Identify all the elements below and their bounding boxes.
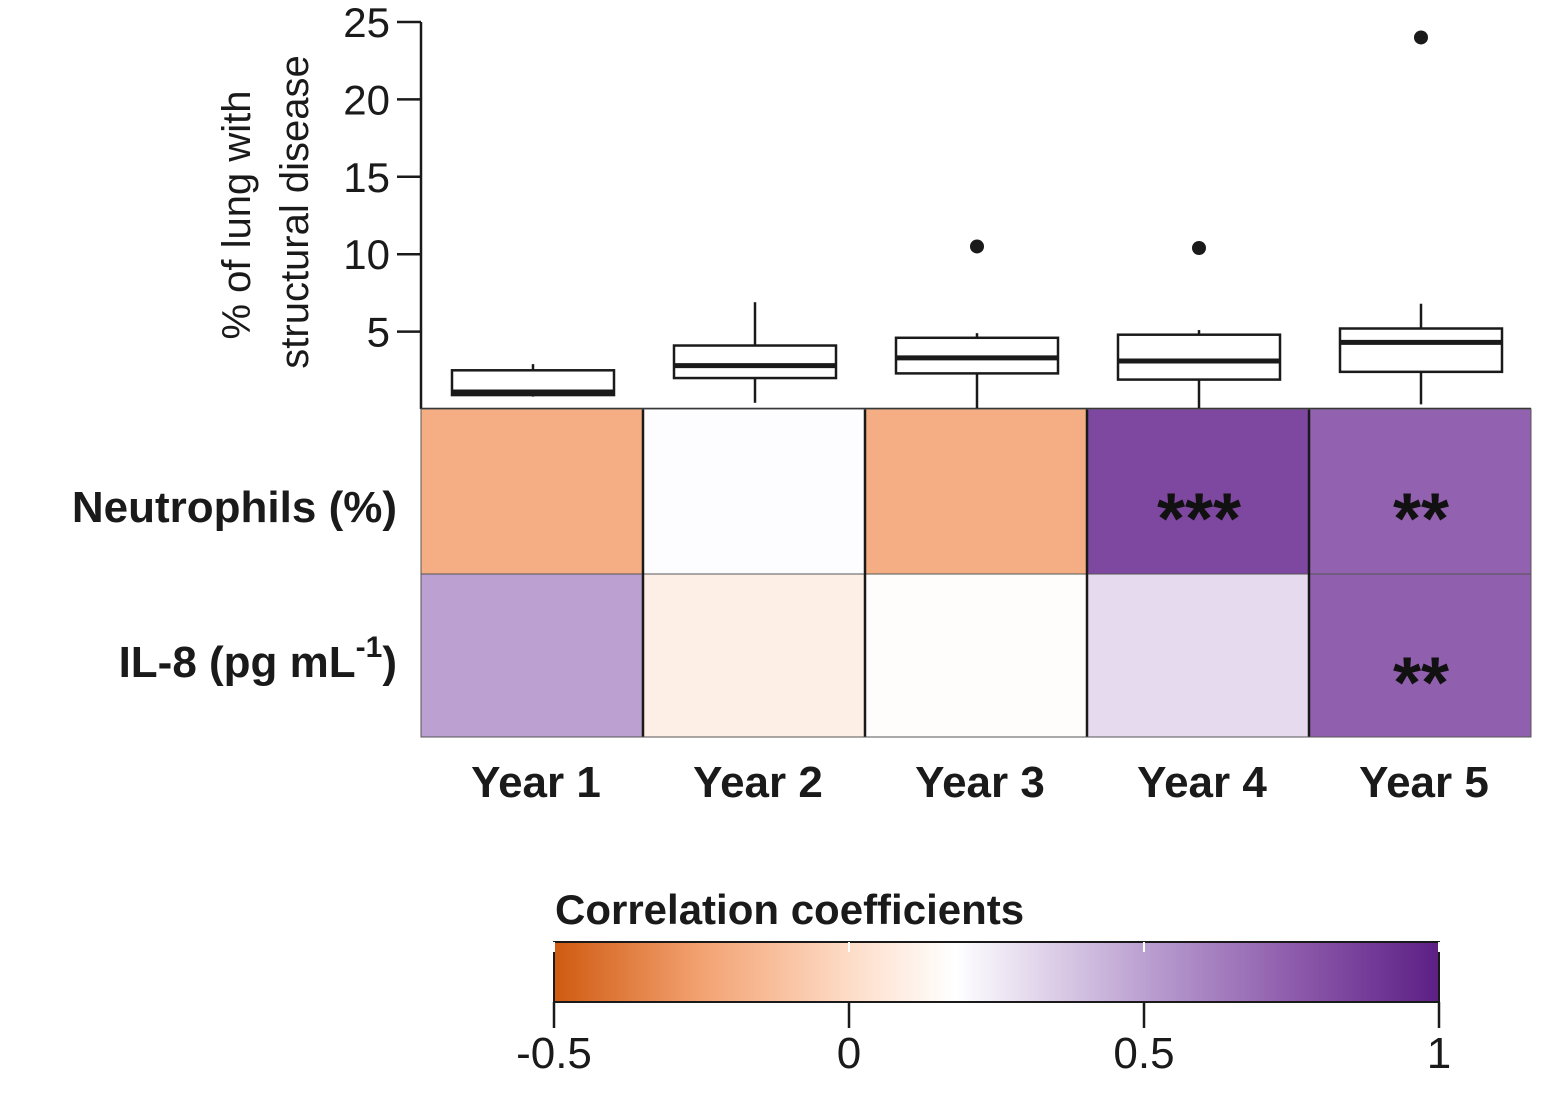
colorbar-tick-label: 0 <box>837 1029 861 1078</box>
heatmap-cell <box>864 408 1088 575</box>
colorbar-tick-label: -0.5 <box>516 1029 592 1078</box>
heatmap-panel: *** **** Neutrophils (%) IL-8 (pg mL-1) Y… <box>72 408 1532 807</box>
row-label-il8-sup: -1 <box>356 631 383 664</box>
box-3 <box>894 239 1060 409</box>
colorbar-tick-label: 0.5 <box>1113 1029 1174 1078</box>
boxplot-panel: % of lung with structural disease 5 10 15 2… <box>215 0 1531 411</box>
row-label-il8-main: IL-8 (pg mL <box>119 638 356 687</box>
box-outlier <box>970 239 984 254</box>
significance-stars: ** <box>1393 480 1449 560</box>
heatmap-cell <box>420 408 644 575</box>
box-4 <box>1116 241 1282 409</box>
column-label: Year 4 <box>1137 758 1267 807</box>
row-label-neutrophils: Neutrophils (%) <box>72 483 397 532</box>
column-label: Year 2 <box>693 758 823 807</box>
row-label-il8-suffix: ) <box>382 638 397 687</box>
box-outlier <box>1192 241 1206 256</box>
heatmap-cell <box>864 573 1088 738</box>
significance-stars: *** <box>1157 480 1241 560</box>
column-label: Year 5 <box>1359 758 1489 807</box>
box-5 <box>1338 30 1504 405</box>
boxplot-ylabel-line2: structural disease <box>273 55 317 368</box>
boxplot-ytick-label: 25 <box>343 0 390 46</box>
colorbar-gradient <box>553 941 1440 1003</box>
colorbar-title: Correlation coefficients <box>555 886 1024 933</box>
box-2 <box>672 302 838 403</box>
box-outlier <box>1414 30 1428 45</box>
boxplot-ytick-label: 20 <box>343 76 390 123</box>
heatmap-cell <box>1308 573 1532 738</box>
column-label: Year 3 <box>915 758 1045 807</box>
boxplot-ytick-label: 10 <box>343 231 390 278</box>
boxplot-ytick-label: 5 <box>367 309 390 356</box>
heatmap-cell <box>1086 573 1310 738</box>
heatmap-border <box>420 408 1532 738</box>
colorbar-tick-label: 1 <box>1427 1029 1451 1078</box>
row-label-il8: IL-8 (pg mL-1) <box>119 631 397 687</box>
heatmap-cell <box>642 408 866 575</box>
heatmap-cell <box>1086 408 1310 575</box>
significance-stars: ** <box>1393 644 1449 724</box>
colorbar: Correlation coefficients -0.5 0 0.5 1 <box>516 886 1451 1078</box>
heatmap-cell <box>420 573 644 738</box>
column-label: Year 1 <box>471 758 601 807</box>
boxplot-ylabel-line1: % of lung with <box>215 90 259 339</box>
boxplot-ytick-label: 15 <box>343 154 390 201</box>
box-iqr <box>672 344 838 380</box>
box-1 <box>450 364 616 397</box>
box-iqr <box>1338 327 1504 374</box>
heatmap-cell <box>642 573 866 738</box>
box-iqr <box>1116 333 1282 381</box>
